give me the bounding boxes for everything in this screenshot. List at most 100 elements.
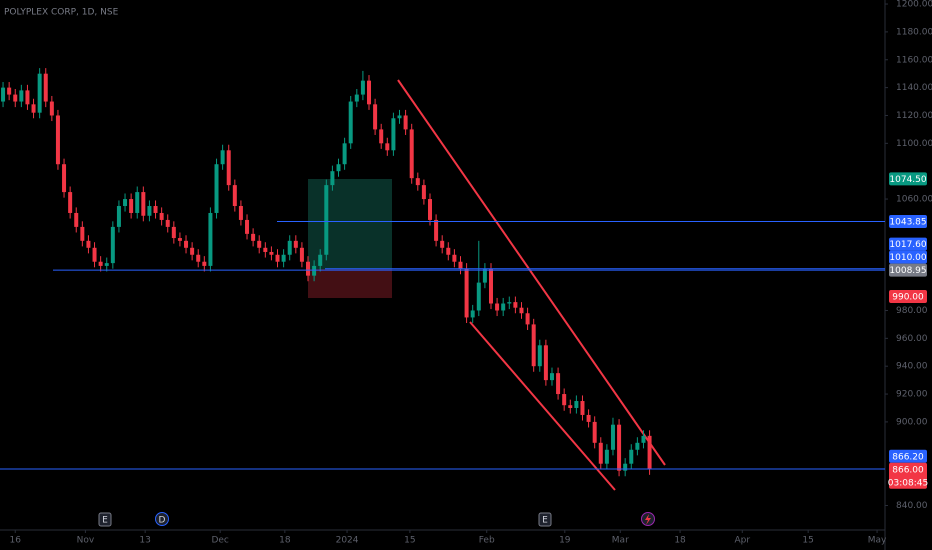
candle-body [80, 226, 85, 241]
x-tick-label: Nov [77, 536, 95, 546]
candle-body [330, 171, 335, 186]
candle-body [318, 254, 323, 266]
candle-body [360, 80, 365, 95]
candle-body [610, 424, 615, 450]
x-tick-label: 19 [559, 536, 571, 546]
chart-title: POLYPLEX CORP, 1D, NSE [4, 8, 119, 18]
candle-body [629, 449, 634, 464]
y-tick-label: 1180.00 [896, 27, 932, 37]
candle-body [159, 212, 164, 220]
event-badge[interactable] [98, 512, 112, 527]
candle-body [586, 414, 591, 422]
candle-body [391, 118, 396, 151]
candle-body [171, 226, 176, 239]
y-tick-label: 960.00 [896, 334, 928, 344]
candle-body [367, 80, 372, 105]
x-tick-label: 15 [802, 536, 813, 546]
candle-body [220, 150, 225, 165]
candle-body [562, 394, 567, 406]
price-label: 1043.85 [889, 218, 926, 228]
candle-body [452, 254, 457, 262]
candle-body [446, 247, 451, 255]
candle-body [513, 302, 518, 308]
y-tick-label: 1100.00 [896, 139, 932, 149]
candle-body [92, 247, 97, 262]
candle-body [147, 206, 152, 216]
candle-body [324, 185, 329, 255]
event-label: E [102, 516, 108, 526]
x-tick-label: 13 [139, 536, 150, 546]
candle-body [123, 199, 128, 207]
candle-body [623, 463, 628, 471]
candle-body [135, 192, 140, 213]
x-tick-label: 18 [279, 536, 291, 546]
candle-body [549, 373, 554, 381]
candle-body [202, 261, 207, 266]
candle-body [531, 324, 536, 367]
candle-body [62, 164, 67, 193]
price-label: 1010.00 [889, 253, 926, 263]
candle-body [49, 101, 54, 116]
y-tick-label: 1060.00 [896, 195, 932, 205]
y-tick-label: 840.00 [896, 501, 928, 511]
candle-body [409, 129, 414, 179]
candle-body [434, 219, 439, 241]
x-tick-label: Dec [211, 536, 228, 546]
candle-body [37, 73, 42, 113]
event-badge[interactable] [538, 512, 552, 527]
candle-body [464, 268, 469, 318]
candle-body [31, 104, 36, 113]
event-label: D [159, 516, 166, 526]
candle-body [238, 206, 243, 220]
price-label: 866.00 [892, 465, 924, 475]
candle-body [245, 219, 250, 234]
y-tick-label: 1120.00 [896, 111, 932, 121]
x-tick-label: 2024 [336, 536, 359, 546]
candle-body [299, 247, 304, 262]
candle-body [184, 240, 189, 248]
candle-body [635, 442, 640, 450]
long-position-loss [308, 269, 392, 298]
candle-body [403, 115, 408, 130]
candle-body [440, 240, 445, 248]
candle-body [336, 164, 341, 172]
channel-lower [469, 321, 616, 491]
y-tick-label: 1140.00 [896, 83, 932, 93]
y-tick-label: 900.00 [896, 417, 928, 427]
candle-body [306, 261, 311, 276]
y-tick-label: 1160.00 [896, 55, 932, 65]
x-tick-label: Apr [734, 536, 750, 546]
price-label-box [889, 290, 927, 304]
candle-body [287, 240, 292, 255]
candle-body [647, 435, 652, 470]
price-label-box [889, 172, 927, 186]
candle-body [604, 449, 609, 464]
candle-body [214, 164, 219, 213]
candle-body [379, 129, 384, 144]
candle-body [165, 219, 170, 227]
price-label: 1017.60 [889, 240, 926, 250]
event-badge[interactable] [155, 512, 169, 526]
candles [1, 68, 652, 477]
candle-body [177, 238, 182, 241]
candle-body [592, 421, 597, 443]
candle-body [116, 206, 121, 227]
price-label: 990.00 [892, 293, 924, 303]
price-label-box [889, 250, 927, 264]
candle-body [470, 310, 475, 318]
event-marks: E D E [98, 512, 655, 527]
candle-body [354, 94, 359, 102]
candle-body [342, 143, 347, 165]
candle-body [415, 178, 420, 186]
candle-body [476, 282, 481, 311]
price-label: 866.20 [892, 452, 924, 462]
y-tick-label: 920.00 [896, 390, 928, 400]
candle-body [55, 115, 60, 165]
x-tick-label: Mar [612, 536, 629, 546]
candle-body [232, 185, 237, 207]
price-label-box [889, 215, 927, 229]
candle-body [598, 442, 603, 464]
candle-body [641, 435, 646, 443]
candle-body [1, 87, 6, 102]
